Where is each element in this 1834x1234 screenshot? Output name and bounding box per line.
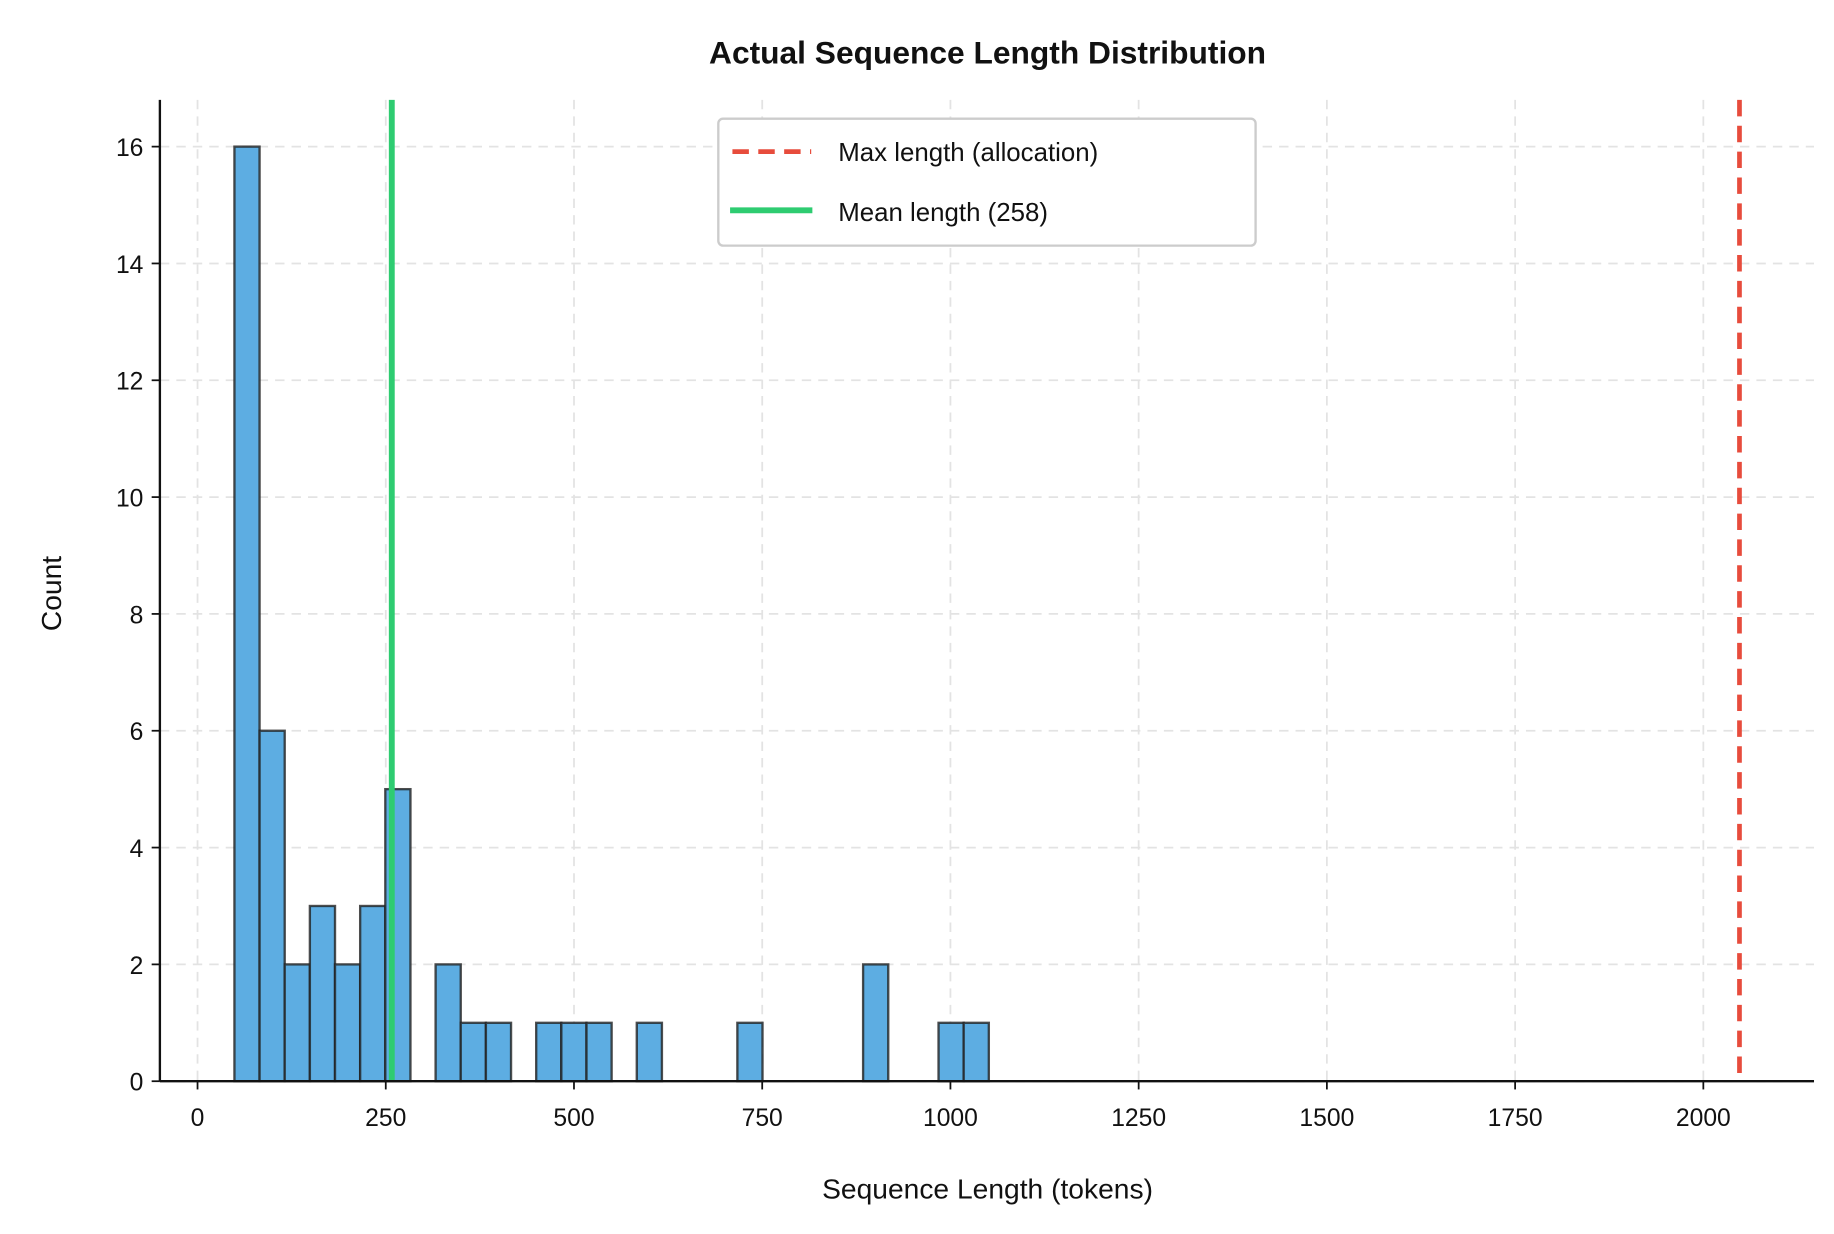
histogram-bar bbox=[861, 963, 890, 1083]
histogram-bar bbox=[333, 963, 362, 1083]
y-axis-label: Count bbox=[35, 556, 67, 631]
x-tick-label: 500 bbox=[553, 1105, 594, 1132]
legend-box bbox=[717, 117, 1257, 247]
histogram-bar bbox=[736, 1021, 764, 1083]
axes: 0 250 500 750 1000 1250 1500 1750 2000 0 2 4 6 8 10 12 1… bbox=[116, 99, 1815, 1132]
x-tick-label: 1500 bbox=[1299, 1105, 1354, 1132]
y-tick-label: 4 bbox=[130, 836, 144, 863]
y-tick-label: 8 bbox=[130, 602, 144, 629]
histogram-bar bbox=[484, 1021, 513, 1083]
histogram-bar bbox=[962, 1021, 991, 1083]
histogram-bar bbox=[635, 1021, 664, 1083]
histogram-bar bbox=[585, 1021, 613, 1083]
x-tick-label: 750 bbox=[742, 1105, 783, 1132]
reference-lines bbox=[388, 99, 1742, 1082]
chart-title: Actual Sequence Length Distribution bbox=[709, 34, 1266, 70]
y-tick-label: 10 bbox=[116, 486, 143, 513]
x-tick-label: 1750 bbox=[1488, 1105, 1543, 1132]
y-tick-label: 6 bbox=[130, 719, 144, 746]
y-tick-label: 16 bbox=[116, 135, 143, 162]
y-tick-label: 2 bbox=[130, 953, 144, 980]
histogram-bar bbox=[308, 904, 337, 1083]
legend: Max length (allocation) Mean length (258… bbox=[717, 117, 1257, 247]
x-axis-label: Sequence Length (tokens) bbox=[822, 1173, 1153, 1205]
x-tick-label: 250 bbox=[365, 1105, 406, 1132]
y-tick-label: 0 bbox=[130, 1070, 144, 1097]
histogram-bar bbox=[535, 1021, 563, 1083]
x-tick-label: 2000 bbox=[1676, 1105, 1731, 1132]
x-tick-label: 1250 bbox=[1111, 1105, 1166, 1132]
y-tick-label: 12 bbox=[116, 369, 143, 396]
histogram-bar bbox=[283, 963, 312, 1083]
x-tick-label: 1000 bbox=[923, 1105, 978, 1132]
histogram-bar bbox=[258, 729, 286, 1083]
histogram-bar bbox=[560, 1021, 588, 1083]
bars bbox=[233, 145, 991, 1083]
legend-label-max-length: Max length (allocation) bbox=[838, 139, 1098, 167]
histogram-bar bbox=[937, 1021, 965, 1083]
histogram-bar bbox=[358, 904, 387, 1083]
histogram-bar bbox=[233, 145, 261, 1083]
x-tick-label: 0 bbox=[191, 1105, 205, 1132]
legend-label-mean-length: Mean length (258) bbox=[838, 199, 1048, 227]
y-tick-label: 14 bbox=[116, 252, 143, 279]
histogram-bar bbox=[434, 963, 462, 1083]
histogram-bar bbox=[459, 1021, 488, 1083]
